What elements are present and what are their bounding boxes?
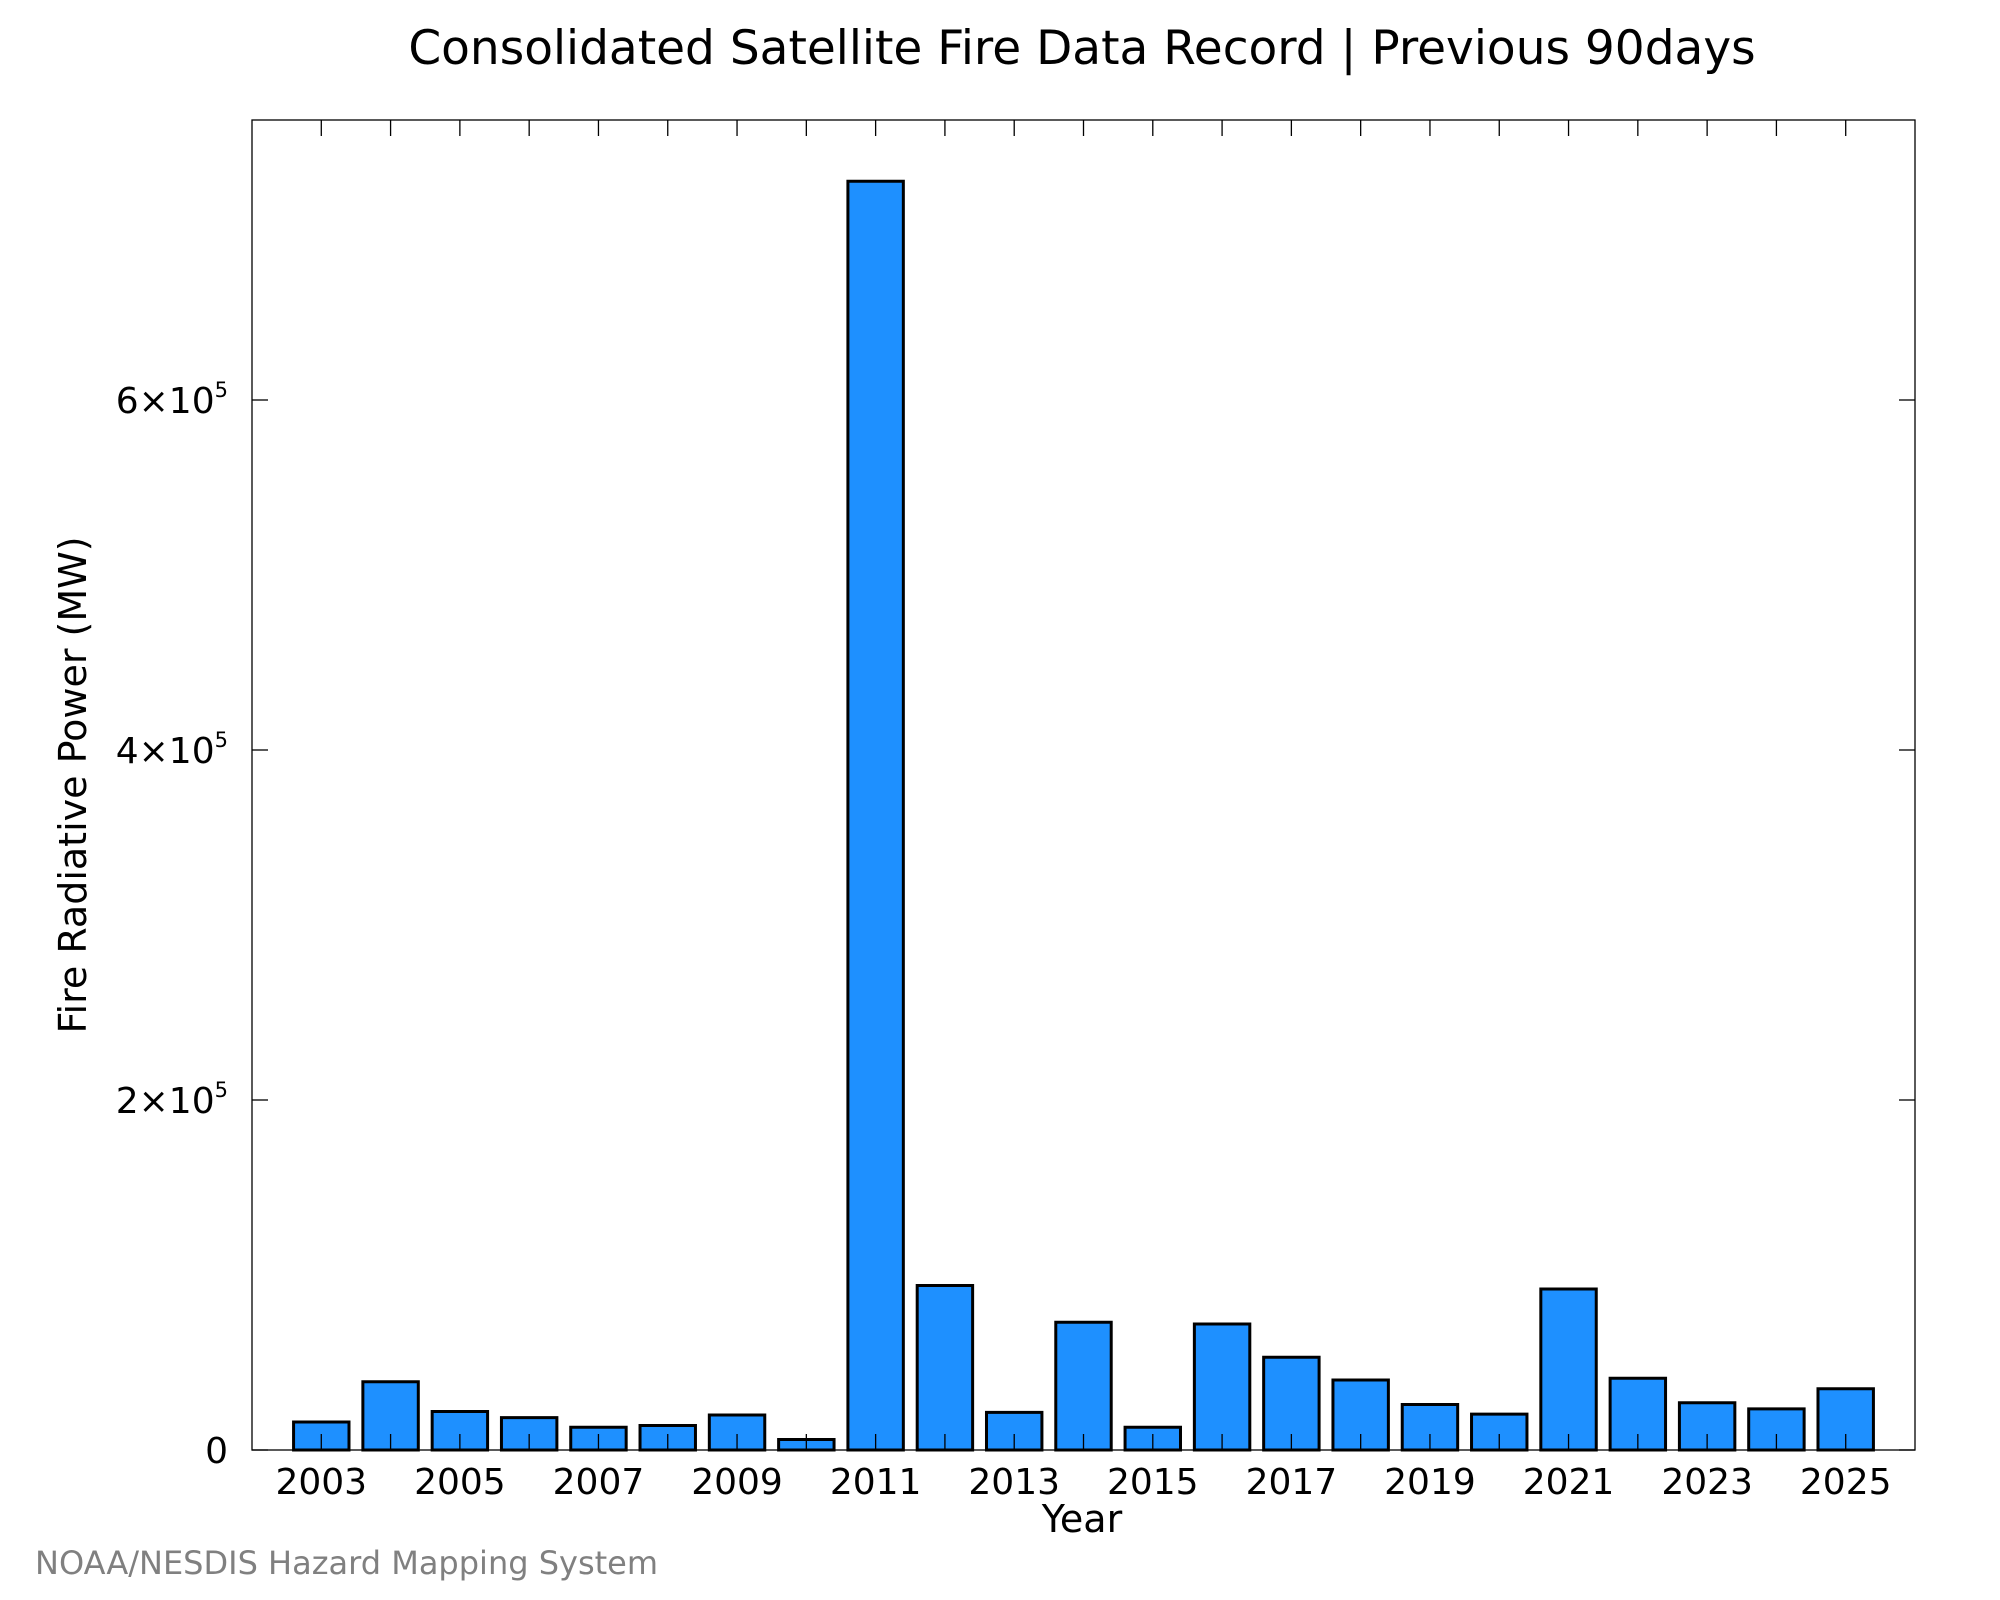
- x-axis-label: Year: [1041, 1497, 1123, 1541]
- x-tick-label-2021: 2021: [1523, 1462, 1615, 1503]
- x-tick-label-2025: 2025: [1800, 1462, 1892, 1503]
- bar-2016: [1192, 1322, 1252, 1452]
- x-tick-label-2003: 2003: [275, 1462, 367, 1503]
- x-tick-label-2011: 2011: [830, 1462, 922, 1503]
- bar-2014: [1054, 1320, 1113, 1452]
- x-tick-label-2007: 2007: [553, 1462, 645, 1503]
- plot-frame: [251, 119, 1916, 1451]
- x-tick-label-2019: 2019: [1384, 1462, 1476, 1503]
- x-tick-label-2009: 2009: [691, 1462, 783, 1503]
- y-tick-label-400000: 4×105: [116, 728, 228, 772]
- x-axis-ticks: 2003 2005 2007 2009 2011 2013 2015 2017 2019 2021…: [275, 120, 1892, 1503]
- bars-group: [292, 179, 1875, 1452]
- y-axis-label: Fire Radiative Power (MW): [51, 536, 95, 1033]
- x-tick-label-2023: 2023: [1661, 1462, 1753, 1503]
- y-tick-label-0: 0: [205, 1431, 228, 1472]
- footer-credit: NOAA/NESDIS Hazard Mapping System: [35, 1544, 658, 1582]
- x-tick-label-2005: 2005: [414, 1462, 506, 1503]
- y-axis-ticks: 0 2×105 4×105 6×105: [116, 378, 1915, 1472]
- x-tick-label-2015: 2015: [1107, 1462, 1199, 1503]
- x-tick-label-2017: 2017: [1246, 1462, 1338, 1503]
- y-tick-label-200000: 2×105: [116, 1078, 228, 1122]
- y-tick-label-600000: 6×105: [116, 378, 228, 422]
- bar-2011: [846, 179, 905, 1452]
- x-tick-label-2013: 2013: [968, 1462, 1060, 1503]
- bar-2021: [1539, 1287, 1598, 1452]
- chart-title: Consolidated Satellite Fire Data Record …: [408, 21, 1755, 76]
- bar-2012: [915, 1284, 975, 1452]
